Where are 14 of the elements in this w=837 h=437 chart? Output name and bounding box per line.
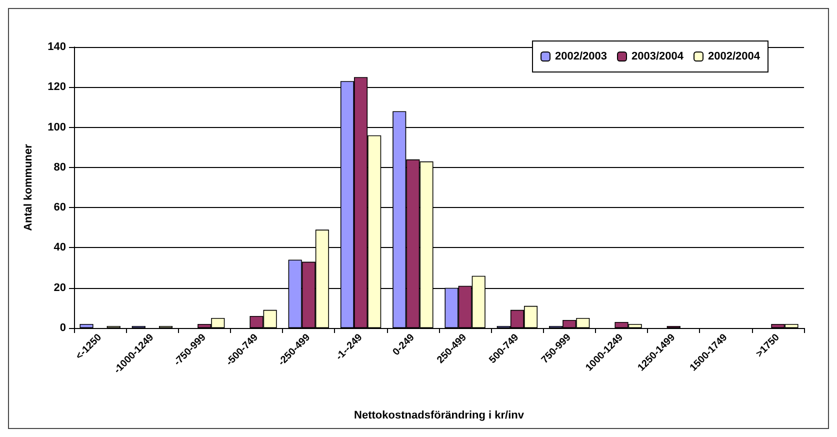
y-tick-label: 20 [54, 282, 66, 294]
bar [80, 324, 94, 328]
y-tick-label: 80 [54, 161, 66, 174]
y-tick-label: 40 [54, 242, 66, 254]
x-axis-title: Nettokostnadsförändring i kr/inv [354, 410, 525, 422]
y-tick-label: 0 [60, 322, 66, 334]
legend-label: 2002/2003 [555, 50, 608, 62]
y-tick-label: 140 [48, 41, 66, 53]
y-tick-label: 120 [48, 81, 66, 94]
y-axis-title: Antal kommuner [22, 143, 34, 231]
legend-label: 2003/2004 [632, 50, 684, 62]
y-tick-label: 100 [48, 121, 66, 134]
legend-label: 2002/2004 [708, 50, 761, 62]
y-tick-label: 60 [54, 202, 66, 214]
